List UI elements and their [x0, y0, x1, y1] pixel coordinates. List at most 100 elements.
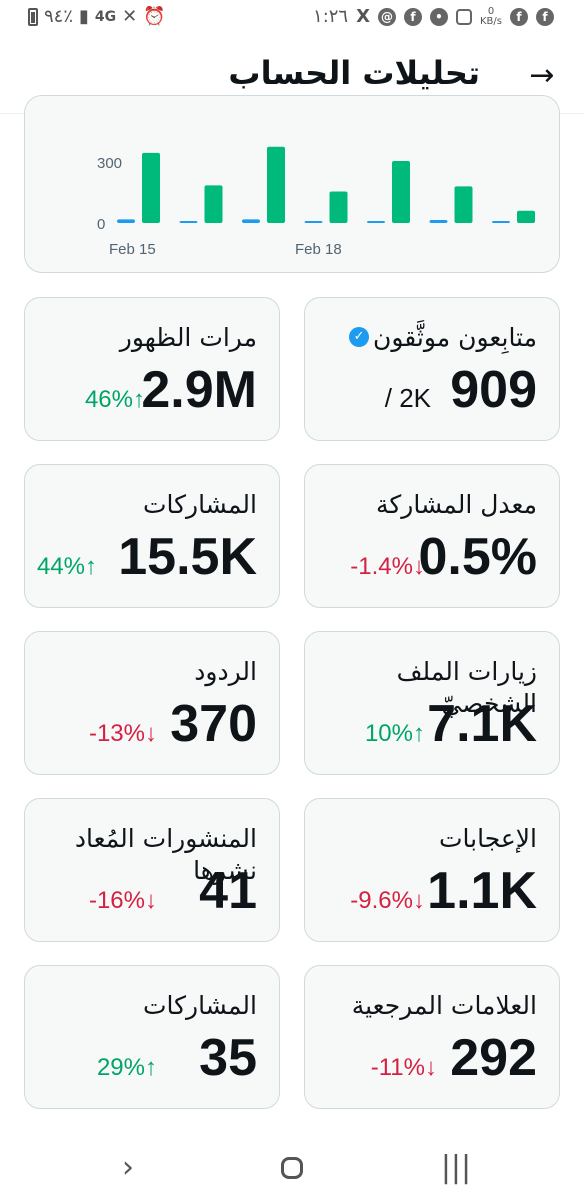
- stat-label-text: المشاركات: [142, 991, 257, 1020]
- page-title: تحليلات الحساب: [228, 54, 480, 92]
- arrow-up-icon: ↑: [145, 1054, 157, 1081]
- stat-label: العلامات المرجعية: [317, 990, 537, 1022]
- chart-bar-blue: [492, 221, 510, 223]
- x-tick-label: Feb 18: [295, 241, 342, 258]
- stat-change: -9.6%↓: [350, 887, 425, 915]
- data-speed-unit: KB/s: [480, 15, 502, 27]
- stat-card[interactable]: المنشورات المُعاد نشرها 41 -16%↓: [24, 798, 280, 942]
- stat-change-value: 44%: [36, 553, 85, 580]
- chart-bar-green: [454, 186, 473, 223]
- back-arrow-icon[interactable]: →: [529, 58, 555, 93]
- stat-label-text: زيارات الملف الشخصيّ: [396, 657, 537, 718]
- app-icon: [456, 8, 472, 25]
- arrow-up-icon: ↑: [133, 386, 145, 413]
- stat-card[interactable]: المشاركات 35 29%↑: [24, 965, 280, 1109]
- stat-label-text: معدل المشاركة: [376, 490, 537, 519]
- status-bar: ٩٤٪ ▮ 4G ✕ ⏰ ١:٢٦ X @ f • 0 KB/s f f: [0, 0, 584, 36]
- chart-bar-blue: [304, 221, 323, 223]
- stat-card[interactable]: العلامات المرجعية 292 -11%↓: [304, 965, 560, 1109]
- chart-bar-blue: [117, 219, 135, 223]
- stat-change: 10%↑: [365, 720, 425, 748]
- stat-card[interactable]: الإعجابات 1.1K -9.6%↓: [304, 798, 560, 942]
- clock: ١:٢٦: [313, 6, 349, 27]
- nav-bar: › |||: [0, 1136, 584, 1200]
- status-left: ٩٤٪ ▮ 4G ✕ ⏰: [28, 6, 166, 27]
- stat-change-value: 10%: [364, 720, 413, 747]
- facebook-icon: f: [404, 7, 422, 26]
- stat-value: 7.1K: [427, 695, 537, 753]
- chart-bar-green: [267, 146, 285, 223]
- stat-change: -11%↓: [371, 1054, 437, 1082]
- person-icon: •: [430, 7, 448, 26]
- stat-change: -16%↓: [89, 887, 157, 915]
- stat-label: المشاركات: [37, 489, 257, 521]
- stat-value: 370: [170, 695, 257, 753]
- stat-label-text: الردود: [194, 657, 257, 686]
- stat-card[interactable]: معدل المشاركة 0.5% -1.4%↓: [304, 464, 560, 608]
- facebook-icon: f: [536, 7, 554, 26]
- status-right: ١:٢٦ X @ f • 0 KB/s f f: [313, 6, 554, 27]
- bar-chart: 0 300 Feb 15 Feb 18: [97, 146, 535, 258]
- data-speed: 0 KB/s: [480, 5, 502, 27]
- stat-card[interactable]: الردود 370 -13%↓: [24, 631, 280, 775]
- stat-change-value: -13%: [88, 720, 145, 747]
- arrow-up-icon: ↑: [85, 553, 97, 580]
- stat-change: -13%↓: [89, 720, 157, 748]
- chart-bar-green: [329, 191, 348, 223]
- stat-change-value: -1.4%: [350, 553, 413, 580]
- stat-change: 46%↑: [85, 386, 145, 414]
- stat-value: 909: [450, 361, 537, 419]
- stat-value: 0.5%: [418, 528, 537, 586]
- stat-change-value: -9.6%: [350, 887, 413, 914]
- arrow-up-icon: ↑: [413, 720, 425, 747]
- stat-card[interactable]: مرات الظهور 2.9M 46%↑: [24, 297, 280, 441]
- y-tick-label: 300: [97, 155, 122, 172]
- arrow-down-icon: ↓: [145, 887, 157, 914]
- stat-change: 44%↑: [37, 553, 97, 581]
- stat-label: زيارات الملف الشخصيّ: [317, 656, 537, 720]
- data-speed-value: 0: [487, 5, 495, 17]
- stat-value: 15.5K: [118, 528, 257, 586]
- stat-label: المشاركات: [37, 990, 257, 1022]
- battery-icon: [28, 7, 38, 26]
- stat-label: المنشورات المُعاد نشرها: [37, 823, 257, 887]
- nav-recents-icon[interactable]: |||: [440, 1150, 472, 1185]
- stat-value: 35: [199, 1029, 257, 1087]
- stat-value: 292: [450, 1029, 537, 1087]
- stat-label-text: المشاركات: [142, 490, 257, 519]
- chart-bar-blue: [242, 219, 260, 223]
- stat-card[interactable]: متابِعون موثَّقون✓ 909 / 2K: [304, 297, 560, 441]
- nav-back-icon[interactable]: ›: [122, 1150, 134, 1185]
- stat-label-text: المنشورات المُعاد نشرها: [74, 824, 257, 885]
- chart-bar-green: [204, 185, 223, 223]
- stat-value: 1.1K: [427, 862, 537, 920]
- stat-label-text: الإعجابات: [439, 824, 537, 853]
- stat-card[interactable]: المشاركات 15.5K 44%↑: [24, 464, 280, 608]
- stat-change-value: -16%: [88, 887, 145, 914]
- stat-label: الإعجابات: [317, 823, 537, 855]
- stat-value: 41: [199, 862, 257, 920]
- x-tick-label: Feb 15: [109, 241, 156, 258]
- chart-bar-blue: [367, 221, 385, 223]
- arrow-down-icon: ↓: [413, 553, 425, 580]
- nav-home-icon[interactable]: [272, 1148, 312, 1188]
- network-type: 4G: [94, 8, 117, 25]
- chart-bar-green: [392, 160, 410, 223]
- arrow-down-icon: ↓: [425, 1054, 437, 1081]
- arrow-down-icon: ↓: [145, 720, 157, 747]
- threads-icon: @: [378, 7, 396, 26]
- chart-card: 0 300 Feb 15 Feb 18: [24, 95, 560, 273]
- stat-value: 2.9M: [141, 361, 257, 419]
- stat-label-text: العلامات المرجعية: [351, 991, 537, 1020]
- stat-label: الردود: [37, 656, 257, 688]
- stat-label: مرات الظهور: [37, 322, 257, 354]
- chart-bar-green: [142, 152, 160, 223]
- stat-card[interactable]: زيارات الملف الشخصيّ 7.1K 10%↑: [304, 631, 560, 775]
- mute-icon: ✕: [122, 6, 138, 27]
- stat-change: 29%↑: [97, 1054, 157, 1082]
- stat-label-text: مرات الظهور: [119, 323, 257, 352]
- stat-change-value: -11%: [370, 1054, 425, 1081]
- stat-label: معدل المشاركة: [317, 489, 537, 521]
- stat-change-value: 29%: [96, 1054, 145, 1081]
- y-tick-label: 0: [97, 216, 105, 233]
